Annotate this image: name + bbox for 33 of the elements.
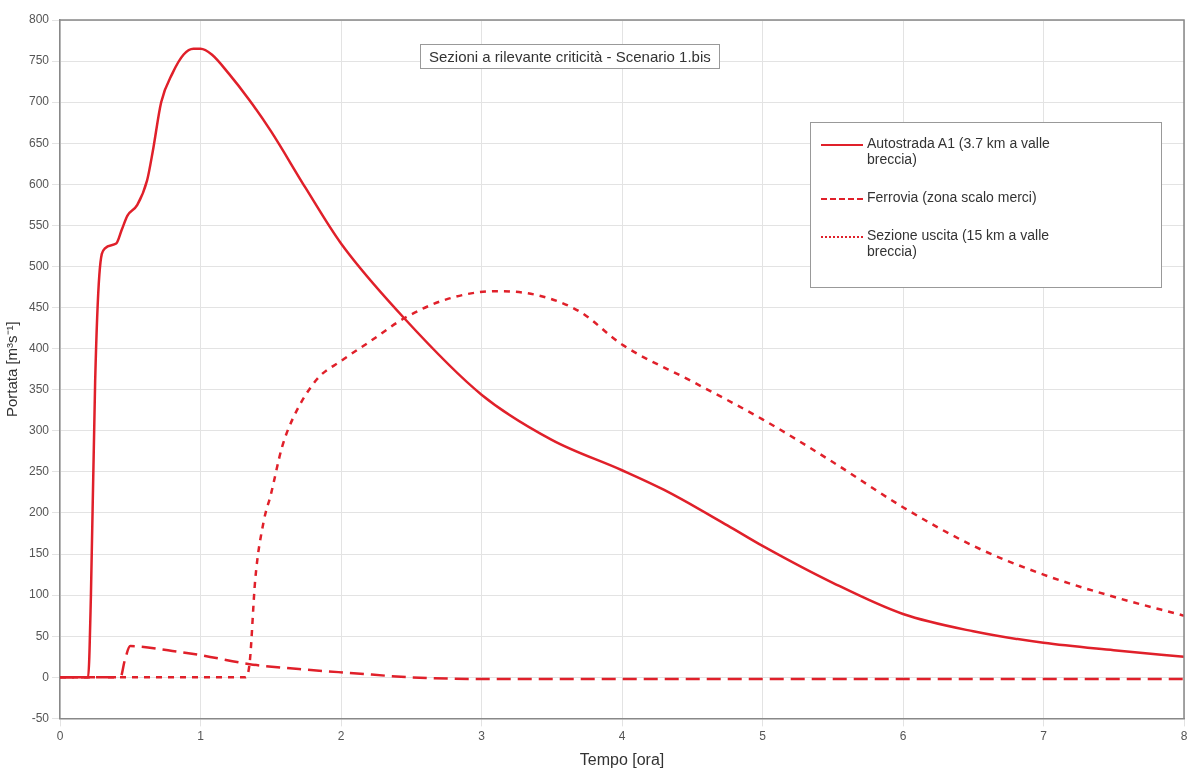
x-tick-label: 6 (899, 728, 907, 743)
y-tick-label: 650 (28, 135, 50, 150)
legend-label: Sezione uscita (15 km a valle breccia) (867, 227, 1051, 259)
y-tick-label: 700 (28, 94, 50, 109)
x-axis-title: Tempo [ora] (579, 750, 665, 768)
x-tick-label: 3 (478, 728, 486, 743)
x-tick-label: 5 (759, 728, 767, 743)
y-tick-label: 500 (28, 258, 50, 273)
x-tick-label: 2 (337, 728, 345, 743)
y-tick-label: 750 (28, 53, 50, 68)
legend-label: Autostrada A1 (3.7 km a valle breccia) (867, 135, 1051, 167)
y-tick-label: 450 (28, 299, 50, 314)
text: Sezioni a rilevante criticità - Scenario 1.bis (420, 44, 720, 69)
y-tick-label: 400 (28, 340, 50, 355)
y-tick-label: 150 (28, 546, 50, 561)
x-tick-label: 8 (1180, 728, 1188, 743)
y-tick-label: 100 (28, 587, 50, 602)
y-tick-label: -50 (31, 710, 50, 725)
y-tick-label: 250 (28, 464, 50, 479)
y-axis-title: Portata [m³s⁻¹] (3, 321, 21, 418)
x-tick-label: 0 (56, 728, 64, 743)
y-tick-label: 350 (28, 382, 50, 397)
y-tick-label: 600 (28, 176, 50, 191)
y-tick-label: 800 (28, 12, 50, 27)
x-tick-label: 7 (1040, 728, 1048, 743)
y-tick-label: 550 (28, 217, 50, 232)
y-tick-label: 50 (35, 628, 50, 643)
y-tick-label: 0 (42, 669, 50, 684)
x-tick-label: 1 (197, 728, 205, 743)
y-tick-label: 200 (28, 505, 50, 520)
y-tick-label: 300 (28, 423, 50, 438)
legend-label: Ferrovia (zona scalo merci) (867, 189, 1037, 205)
x-tick-label: 4 (618, 728, 626, 743)
